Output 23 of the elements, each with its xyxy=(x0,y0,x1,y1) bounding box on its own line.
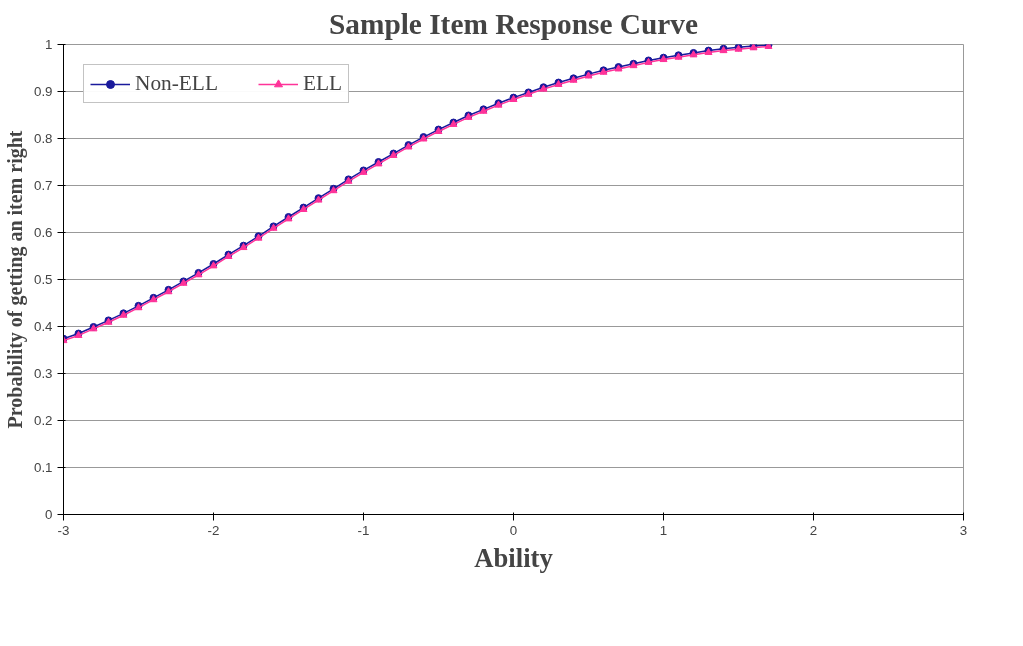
y-tick-label: 0.1 xyxy=(33,460,53,475)
x-tick-label: 1 xyxy=(659,522,668,538)
y-tick-label: 0.5 xyxy=(33,272,53,287)
y-tick-label: 0.7 xyxy=(33,178,53,193)
legend-label: ELL xyxy=(302,71,343,96)
y-tick-label: 0.4 xyxy=(33,319,54,334)
x-axis-title: Ability xyxy=(474,542,554,573)
y-tick-label: 1 xyxy=(45,37,53,52)
x-tick-label: -3 xyxy=(57,522,70,538)
chart-title: Sample Item Response Curve xyxy=(328,7,699,40)
x-tick-label: 2 xyxy=(809,522,818,538)
y-tick-label: 0.8 xyxy=(33,131,53,146)
x-tick-label: -2 xyxy=(207,522,220,538)
y-tick-label: 0 xyxy=(45,507,53,522)
x-tick-label: 3 xyxy=(959,522,968,538)
x-tick-label: 0 xyxy=(509,522,518,538)
legend-label: Non-ELL xyxy=(135,71,218,96)
y-tick-label: 0.9 xyxy=(33,84,53,99)
y-tick-label: 0.3 xyxy=(33,366,53,381)
y-axis-title: Probability of getting an item right xyxy=(3,130,27,429)
y-tick-label: 0.2 xyxy=(33,413,53,428)
y-tick-label: 0.6 xyxy=(33,225,53,240)
x-tick-label: -1 xyxy=(357,522,370,538)
